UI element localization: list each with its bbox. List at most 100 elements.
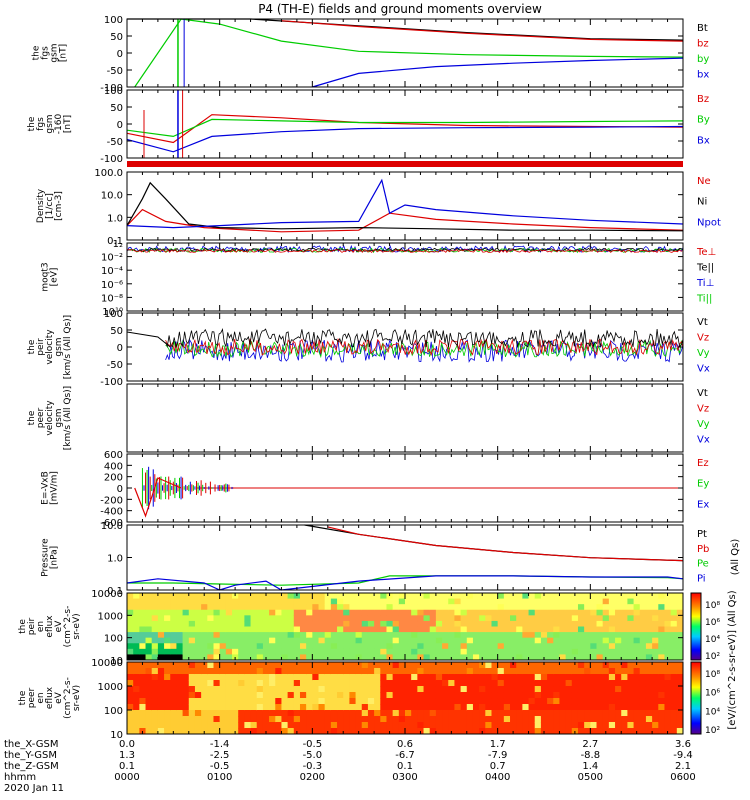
- heat-cell: [652, 716, 659, 723]
- heat-cell: [225, 648, 233, 655]
- heat-cell: [133, 704, 140, 711]
- ytick-label: 100.0: [94, 168, 123, 179]
- panel-density: Density [1/cc] [cm-3]100.010.01.00.1NeNiNp…: [36, 168, 721, 247]
- heat-cell: [577, 728, 585, 735]
- heat-cell: [337, 598, 344, 605]
- heat-cell: [312, 686, 320, 693]
- heat-cell: [127, 692, 134, 699]
- heat-cell: [275, 609, 282, 616]
- heat-cell: [133, 680, 140, 687]
- heat-cell: [127, 710, 134, 717]
- heat-cell: [207, 626, 214, 633]
- heat-cell: [182, 662, 190, 669]
- heat-cell: [571, 710, 579, 717]
- heat-cell: [497, 620, 505, 627]
- heat-cell: [411, 716, 418, 723]
- heat-cell: [510, 680, 517, 687]
- heat-cell: [213, 722, 221, 729]
- heat-cell: [219, 668, 227, 675]
- heat-cell: [238, 680, 245, 687]
- heat-cell: [151, 728, 159, 735]
- legend-entry: Vx: [697, 364, 710, 375]
- legend-entry: Te||: [696, 263, 714, 274]
- heat-cell: [262, 593, 270, 600]
- heat-cell: [645, 704, 653, 711]
- heat-cell: [602, 668, 610, 675]
- heat-cell: [299, 648, 307, 655]
- heat-cell: [312, 643, 320, 650]
- heat-cell: [213, 593, 221, 600]
- heat-cell: [559, 728, 567, 735]
- heat-cell: [615, 710, 622, 717]
- legend-entry: By: [697, 115, 710, 126]
- heat-cell: [652, 593, 659, 600]
- footer-value: 0300: [392, 772, 417, 783]
- heat-cell: [269, 637, 276, 644]
- heat-cell: [571, 722, 579, 729]
- heat-cell: [244, 698, 252, 705]
- heat-cell: [528, 626, 536, 633]
- heat-cell: [219, 686, 227, 693]
- heat-cell: [244, 692, 252, 699]
- heat-cell: [442, 716, 449, 723]
- heat-cell: [170, 698, 177, 705]
- heat-cell: [553, 722, 560, 729]
- heat-cell: [293, 593, 301, 600]
- heat-cell: [676, 722, 684, 729]
- heat-cell: [188, 626, 196, 633]
- heat-cell: [435, 626, 443, 633]
- heat-cell: [522, 643, 530, 650]
- heat-cell: [207, 692, 214, 699]
- heat-cell: [287, 698, 295, 705]
- heat-cell: [491, 654, 499, 661]
- heat-cell: [380, 626, 387, 633]
- heat-cell: [398, 710, 406, 717]
- heat-cell: [330, 674, 338, 681]
- heat-cell: [417, 680, 425, 687]
- heat-cell: [250, 728, 258, 735]
- heat-cell: [349, 626, 357, 633]
- footer-value: 0.1: [397, 761, 413, 772]
- heat-cell: [176, 710, 184, 717]
- heat-cell: [627, 654, 635, 661]
- heat-cell: [343, 604, 350, 611]
- heat-cell: [491, 704, 499, 711]
- heat-cell: [367, 716, 375, 723]
- heat-cell: [157, 626, 165, 633]
- heat-cell: [188, 722, 196, 729]
- heat-cell: [275, 620, 282, 627]
- heat-cell: [232, 668, 239, 675]
- heat-cell: [262, 692, 270, 699]
- heat-cell: [386, 626, 394, 633]
- heat-cell: [615, 728, 622, 735]
- heat-cell: [256, 620, 264, 627]
- ytick-label: 10⁻⁸: [101, 293, 123, 304]
- heat-cell: [442, 710, 449, 717]
- heat-cell: [164, 698, 171, 705]
- heat-cell: [479, 680, 486, 687]
- heat-cell: [516, 615, 523, 622]
- heat-cell: [343, 704, 350, 711]
- heat-cell: [386, 648, 394, 655]
- heat-cell: [652, 643, 659, 650]
- heat-cell: [540, 632, 548, 639]
- heat-cell: [435, 728, 443, 735]
- heat-cell: [528, 648, 536, 655]
- heat-cell: [602, 722, 610, 729]
- heat-cell: [133, 662, 140, 669]
- series-line: [126, 114, 684, 144]
- heat-cell: [232, 710, 239, 717]
- heat-cell: [676, 710, 684, 717]
- heat-cell: [170, 626, 177, 633]
- heat-cell: [442, 674, 449, 681]
- heat-cell: [417, 674, 425, 681]
- ytick-label: 100: [104, 86, 123, 97]
- heat-cell: [405, 710, 412, 717]
- heat-cell: [361, 620, 369, 627]
- heat-cell: [565, 626, 573, 633]
- heat-cell: [516, 662, 523, 669]
- heat-cell: [405, 604, 412, 611]
- heat-cell: [596, 604, 604, 611]
- heat-cell: [547, 668, 554, 675]
- heat-cell: [534, 632, 542, 639]
